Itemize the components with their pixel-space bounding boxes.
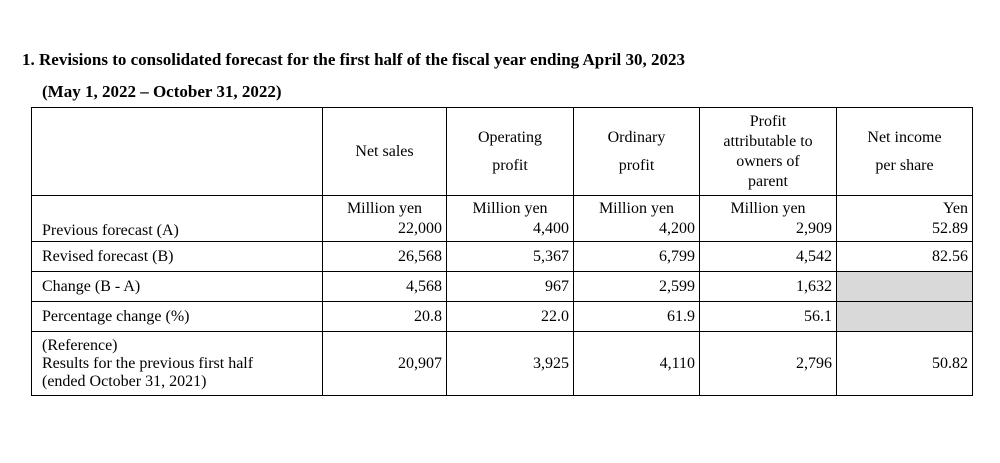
table-cell: Million yen 22,000 [322,195,447,242]
table-cell: 3,925 [446,331,574,396]
row-label: (Reference) Results for the previous fir… [31,331,323,396]
table-cell: 6,799 [573,241,700,272]
table-cell: 82.56 [836,241,973,272]
table-cell: Million yen 4,400 [446,195,574,242]
table-cell: 2,796 [699,331,837,396]
table-cell: 5,367 [446,241,574,272]
section-title: 1. Revisions to consolidated forecast fo… [22,50,685,69]
table-cell: 26,568 [322,241,447,272]
table-row: (Reference) Results for the previous fir… [31,331,973,396]
table-cell: 20,907 [322,331,447,396]
row-label: Percentage change (%) [31,301,323,332]
header-net-income-per-share: Net income per share [836,107,973,196]
row-label: Previous forecast (A) [31,195,323,242]
table-cell: Million yen 4,200 [573,195,700,242]
header-operating-profit: Operating profit [446,107,574,196]
table-cell: 4,542 [699,241,837,272]
table-row: Revised forecast (B) 26,568 5,367 6,799 … [31,241,973,272]
table-cell: 20.8 [322,301,447,332]
row-label: Change (B - A) [31,271,323,302]
table-row: Change (B - A) 4,568 967 2,599 1,632 [31,271,973,302]
table-cell: Million yen 2,909 [699,195,837,242]
header-corner [31,107,323,196]
table-cell: 22.0 [446,301,574,332]
table-row: Previous forecast (A) Million yen 22,000 … [31,195,973,242]
header-ordinary-profit: Ordinary profit [573,107,700,196]
table-cell: 4,568 [322,271,447,302]
row-label: Revised forecast (B) [31,241,323,272]
header-profit-attributable: Profit attributable to owners of parent [699,107,837,196]
forecast-table: Net sales Operating profit Ordinary prof… [31,107,973,396]
table-row: Percentage change (%) 20.8 22.0 61.9 56.… [31,301,973,332]
table-cell: 4,110 [573,331,700,396]
period-subtitle: (May 1, 2022 – October 31, 2022) [42,82,282,101]
table-cell: 967 [446,271,574,302]
table-cell: 1,632 [699,271,837,302]
table-cell: Yen 52.89 [836,195,973,242]
table-cell: 50.82 [836,331,973,396]
table-cell-empty [836,301,973,332]
table-cell: 56.1 [699,301,837,332]
header-net-sales: Net sales [322,107,447,196]
table-cell: 61.9 [573,301,700,332]
table-cell-empty [836,271,973,302]
table-cell: 2,599 [573,271,700,302]
